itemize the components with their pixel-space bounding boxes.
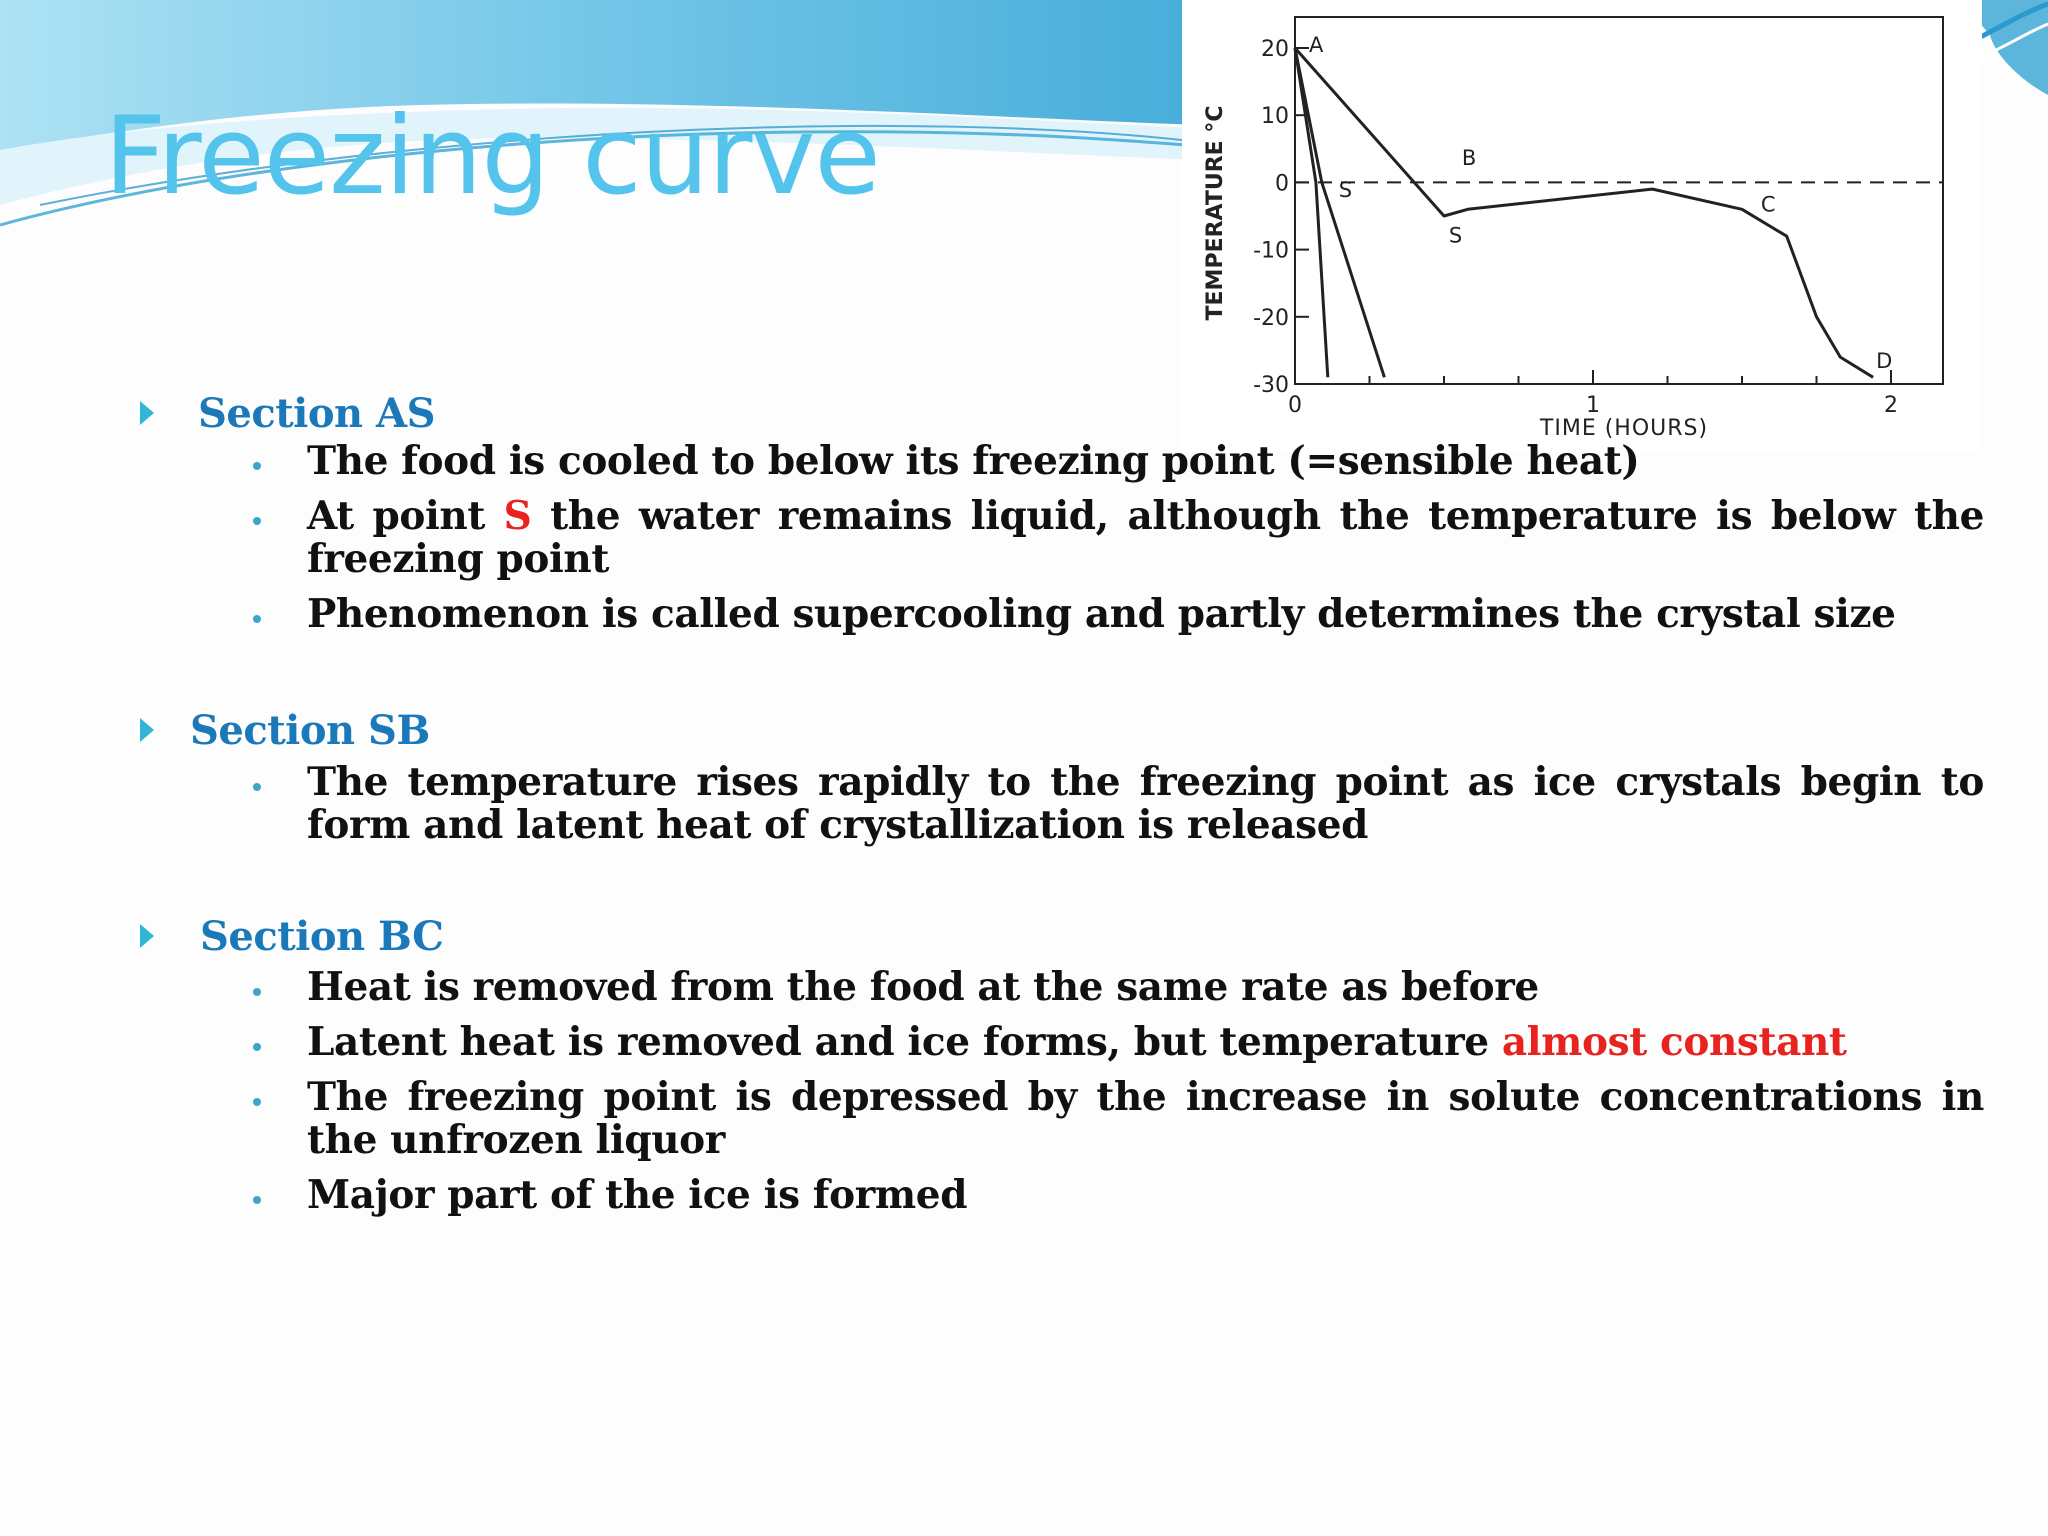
bullet-dot-icon <box>253 783 261 791</box>
section-heading: Section SB <box>190 706 430 754</box>
bullet-text: Heat is removed from the food at the sam… <box>307 964 1539 1010</box>
curve-point-label: A <box>1309 33 1324 57</box>
y-tick-label: -20 <box>1253 306 1289 331</box>
bullet-dot-icon <box>253 517 261 525</box>
section-heading: Section AS <box>198 389 435 437</box>
cooling-curve-line-1 <box>1293 47 1330 378</box>
bullet-text: The temperature rises rapidly to the fre… <box>307 759 1984 848</box>
bullet-text: The freezing point is depressed by the i… <box>307 1074 1984 1163</box>
curve-point-label: S <box>1339 178 1352 202</box>
bullet-dot-icon <box>253 462 261 470</box>
bullet-text: Major part of the ice is formed <box>307 1172 968 1218</box>
curve-point-label: S <box>1449 224 1462 248</box>
bullet-text: Latent heat is removed and ice forms, bu… <box>307 1019 1847 1065</box>
freezing-curve-chart: TEMPERATURE °C TIME (HOURS) 20100-10-20-… <box>1203 16 1944 441</box>
curve-point-label: B <box>1462 146 1476 170</box>
section-arrow-icon <box>140 718 154 742</box>
curve-point-label: D <box>1876 349 1892 373</box>
y-axis-label: TEMPERATURE °C <box>1203 106 1228 321</box>
highlighted-term: almost constant <box>1501 1019 1847 1065</box>
bullet-text: Phenomenon is called supercooling and pa… <box>307 591 1896 637</box>
y-tick-label: -30 <box>1253 373 1289 398</box>
bullet-text: The food is cooled to below its freezing… <box>307 438 1640 484</box>
x-tick-label: 2 <box>1884 393 1898 418</box>
slide-title: Freezing curve <box>104 94 881 219</box>
plot-frame <box>1294 16 1944 385</box>
x-tick-label: 1 <box>1586 393 1600 418</box>
y-tick-label: -10 <box>1253 239 1289 264</box>
bullet-dot-icon <box>253 1098 261 1106</box>
y-tick-label: 10 <box>1261 104 1289 129</box>
curve-point-label: C <box>1761 192 1776 216</box>
y-tick-label: 20 <box>1261 37 1289 62</box>
bullet-dot-icon <box>253 615 261 623</box>
section-heading: Section BC <box>200 912 444 960</box>
freezing-curve-figure: TEMPERATURE °C TIME (HOURS) 20 10 0 -10 -20-… <box>1182 0 1982 452</box>
section-arrow-icon <box>140 924 154 948</box>
cooling-curve-line-3 <box>1293 47 1874 379</box>
x-tick-label: 0 <box>1288 393 1302 418</box>
bullet-text: At point S the water remains liquid, alt… <box>307 493 1984 582</box>
section-arrow-icon <box>140 401 154 425</box>
cooling-curve-line-2 <box>1293 47 1386 378</box>
bullet-dot-icon <box>253 988 261 996</box>
bullet-dot-icon <box>253 1043 261 1051</box>
y-tick-label: 0 <box>1275 171 1289 196</box>
highlighted-term: S <box>503 493 532 539</box>
x-axis-label: TIME (HOURS) <box>1539 416 1708 441</box>
bullet-dot-icon <box>253 1196 261 1204</box>
